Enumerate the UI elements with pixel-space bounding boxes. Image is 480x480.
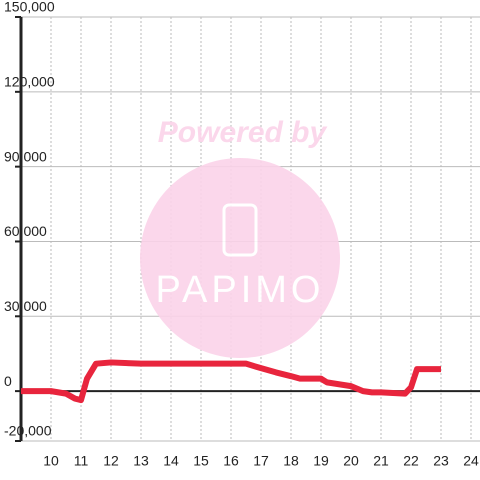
x-tick-label: 24 <box>463 453 479 469</box>
x-tick-label: 19 <box>313 453 329 469</box>
y-tick-label: 90,000 <box>4 148 47 164</box>
watermark-circle <box>140 158 340 358</box>
watermark-title: Powered by <box>158 116 328 149</box>
x-tick-label: 22 <box>403 453 419 469</box>
y-tick-label: 30,000 <box>4 298 47 314</box>
x-tick-label: 23 <box>433 453 449 469</box>
x-tick-label: 16 <box>223 453 239 469</box>
x-tick-label: 21 <box>373 453 389 469</box>
x-tick-label: 20 <box>343 453 359 469</box>
x-tick-label: 10 <box>43 453 59 469</box>
x-tick-label: 15 <box>193 453 209 469</box>
data-line <box>21 359 441 404</box>
x-tick-label: 11 <box>74 453 89 469</box>
y-tick-label: 120,000 <box>4 74 55 90</box>
watermark-phone <box>222 203 258 257</box>
y-tick-label: 0 <box>4 373 12 389</box>
x-tick-label: 14 <box>163 453 179 469</box>
x-tick-label: 12 <box>103 453 119 469</box>
watermark: PAPIMO Powered by <box>140 116 340 358</box>
y-tick-label: -20,000 <box>4 423 52 439</box>
x-tick-label: 18 <box>283 453 299 469</box>
y-tick-label: 60,000 <box>4 223 47 239</box>
x-tick-label: 13 <box>133 453 149 469</box>
x-tick-label: 17 <box>253 453 269 469</box>
watermark-brand: PAPIMO <box>156 269 325 311</box>
y-tick-label: 150,000 <box>4 0 55 15</box>
